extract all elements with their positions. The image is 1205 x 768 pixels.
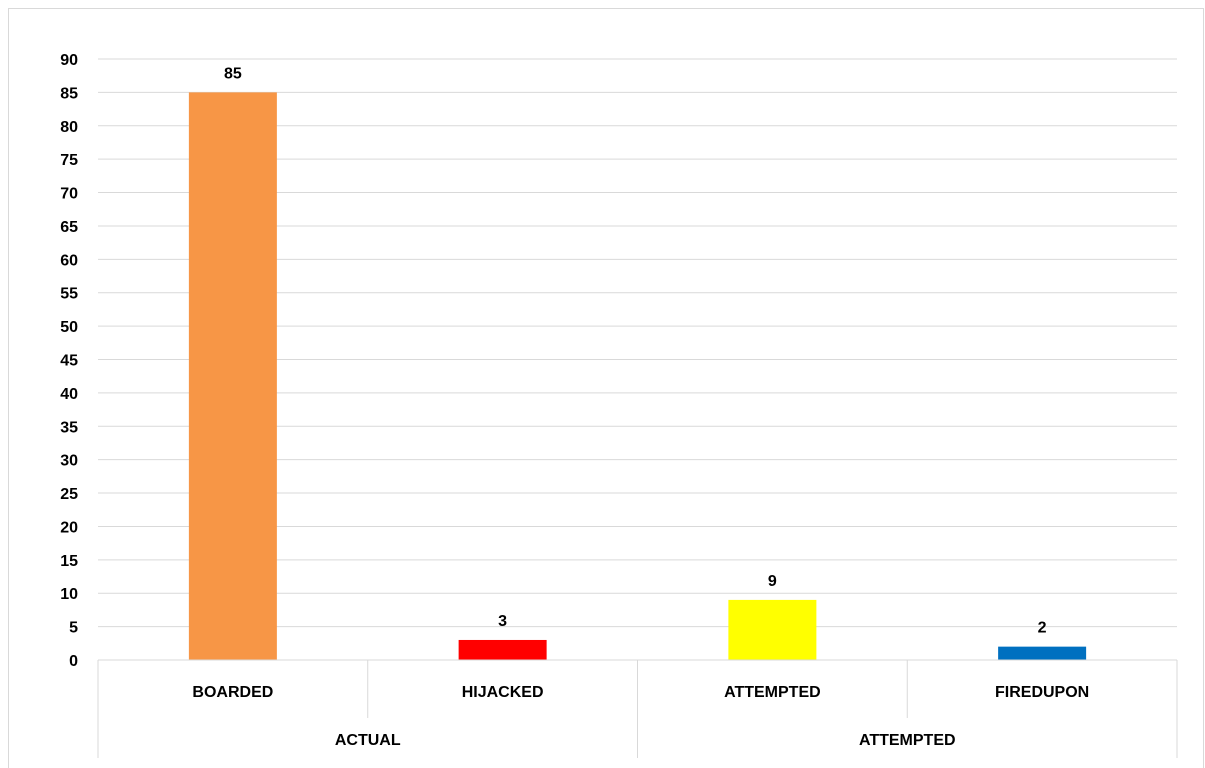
y-tick-label: 35	[60, 419, 78, 436]
y-tick-label: 75	[60, 152, 78, 169]
y-tick-label: 70	[60, 186, 78, 203]
y-tick-label: 20	[60, 519, 78, 536]
y-tick-label: 15	[60, 553, 78, 570]
bar	[188, 92, 277, 660]
y-tick-label: 65	[60, 219, 78, 236]
y-tick-label: 40	[60, 386, 78, 403]
y-tick-label: 60	[60, 252, 78, 269]
x-category-label: ATTEMPTED	[724, 684, 821, 701]
y-tick-label: 80	[60, 119, 78, 136]
chart-frame	[8, 8, 1204, 768]
y-tick-label: 55	[60, 286, 78, 303]
y-tick-label: 30	[60, 453, 78, 470]
y-axis-tick-labels: 0 5 10 15 20 25 30 35 40 45 50 55 60 65 70 75 80 85 90	[60, 52, 78, 670]
y-tick-label: 85	[60, 85, 78, 102]
data-label: 3	[498, 613, 507, 630]
gridlines	[98, 58, 1177, 628]
x-group-label: ACTUAL	[335, 732, 401, 749]
data-labels: 85 3 9 2	[224, 65, 1047, 636]
y-tick-label: 45	[60, 353, 78, 370]
y-tick-label: 90	[60, 52, 78, 69]
y-tick-label: 25	[60, 486, 78, 503]
y-tick-label: 5	[69, 620, 78, 637]
y-tick-label: 0	[69, 653, 78, 670]
y-tick-label: 50	[60, 319, 78, 336]
x-category-label: HIJACKED	[462, 684, 544, 701]
data-label: 9	[768, 573, 777, 590]
data-label: 85	[224, 65, 242, 82]
y-tick-label: 10	[60, 586, 78, 603]
x-category-label: BOARDED	[192, 684, 273, 701]
x-axis: BOARDED HIJACKED ATTEMPTED FIREDUPON ACTUAL A…	[97, 659, 1178, 758]
x-group-label: ATTEMPTED	[859, 732, 956, 749]
x-category-label: FIREDUPON	[995, 684, 1089, 701]
bar	[728, 599, 817, 660]
bar	[458, 639, 547, 660]
bars	[188, 92, 1087, 660]
data-label: 2	[1038, 620, 1047, 637]
bar	[998, 646, 1087, 660]
